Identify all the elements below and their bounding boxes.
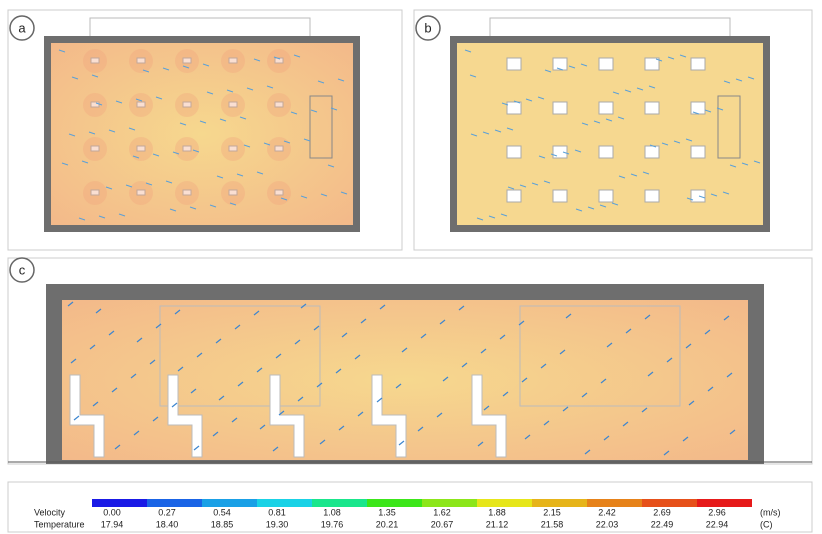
panel-label: c — [19, 263, 26, 278]
desk — [553, 58, 567, 70]
desk — [507, 190, 521, 202]
legend-swatch — [697, 499, 752, 507]
heat-spot — [267, 49, 291, 73]
legend-row-name: Temperature — [34, 519, 85, 529]
legend-value: 20.67 — [431, 519, 454, 529]
heat-spot — [83, 49, 107, 73]
legend-value: 18.85 — [211, 519, 234, 529]
legend-value: 19.30 — [266, 519, 289, 529]
desk — [553, 146, 567, 158]
legend-swatch — [642, 499, 697, 507]
legend-unit: (C) — [760, 519, 773, 529]
legend-swatch — [202, 499, 257, 507]
legend-swatch — [422, 499, 477, 507]
legend-value: 1.88 — [488, 507, 506, 517]
legend-value: 0.00 — [103, 507, 121, 517]
legend-value: 20.21 — [376, 519, 399, 529]
desk — [645, 146, 659, 158]
desk — [553, 102, 567, 114]
legend-value: 19.76 — [321, 519, 344, 529]
heat-spot — [129, 137, 153, 161]
legend-value: 1.62 — [433, 507, 451, 517]
legend-value: 17.94 — [101, 519, 124, 529]
panel-a — [8, 10, 402, 250]
legend-value: 2.96 — [708, 507, 726, 517]
heat-spot — [83, 93, 107, 117]
legend-value: 21.12 — [486, 519, 509, 529]
legend-value: 2.15 — [543, 507, 561, 517]
desk — [507, 146, 521, 158]
desk — [599, 190, 613, 202]
heat-spot — [175, 93, 199, 117]
heat-spot — [175, 137, 199, 161]
legend-swatch — [92, 499, 147, 507]
heat-spot — [267, 93, 291, 117]
heat-spot — [129, 93, 153, 117]
legend-swatch — [147, 499, 202, 507]
panel-b — [414, 10, 812, 250]
heat-spot — [221, 137, 245, 161]
desk — [507, 58, 521, 70]
legend-value: 0.81 — [268, 507, 286, 517]
desk — [599, 102, 613, 114]
legend-value: 0.27 — [158, 507, 176, 517]
legend-row-name: Velocity — [34, 507, 66, 517]
legend-swatch — [257, 499, 312, 507]
legend-value: 1.35 — [378, 507, 396, 517]
legend-value: 2.69 — [653, 507, 671, 517]
desk — [691, 58, 705, 70]
panel-label: b — [424, 21, 431, 36]
desk — [691, 146, 705, 158]
heat-spot — [83, 137, 107, 161]
panel-label: a — [18, 21, 26, 36]
heat-spot — [221, 49, 245, 73]
heat-spot — [129, 49, 153, 73]
heat-spot — [267, 181, 291, 205]
desk — [691, 190, 705, 202]
legend-unit: (m/s) — [760, 507, 781, 517]
panel-c — [8, 258, 812, 464]
legend-value: 22.94 — [706, 519, 729, 529]
desk — [645, 102, 659, 114]
legend-swatch — [367, 499, 422, 507]
legend-swatch — [532, 499, 587, 507]
desk — [645, 190, 659, 202]
heat-spot — [221, 93, 245, 117]
figure-canvas: Velocity 0.00 0.27 0.54 0.81 1.08 1.35 1.62 1.88… — [0, 0, 822, 534]
heat-spot — [175, 49, 199, 73]
desk — [599, 146, 613, 158]
desk — [599, 58, 613, 70]
desk — [507, 102, 521, 114]
legend-value: 21.58 — [541, 519, 564, 529]
legend-swatch — [587, 499, 642, 507]
heat-spot — [221, 181, 245, 205]
legend-swatch — [312, 499, 367, 507]
heat-spot — [267, 137, 291, 161]
legend-value: 22.03 — [596, 519, 619, 529]
heat-spot — [175, 181, 199, 205]
legend-swatch — [477, 499, 532, 507]
legend-value: 1.08 — [323, 507, 341, 517]
figure: Velocity 0.00 0.27 0.54 0.81 1.08 1.35 1.62 1.88… — [0, 0, 822, 534]
legend-value: 0.54 — [213, 507, 231, 517]
heat-spot — [83, 181, 107, 205]
legend-value: 2.42 — [598, 507, 616, 517]
legend-value: 22.49 — [651, 519, 674, 529]
desk — [553, 190, 567, 202]
legend-value: 18.40 — [156, 519, 179, 529]
